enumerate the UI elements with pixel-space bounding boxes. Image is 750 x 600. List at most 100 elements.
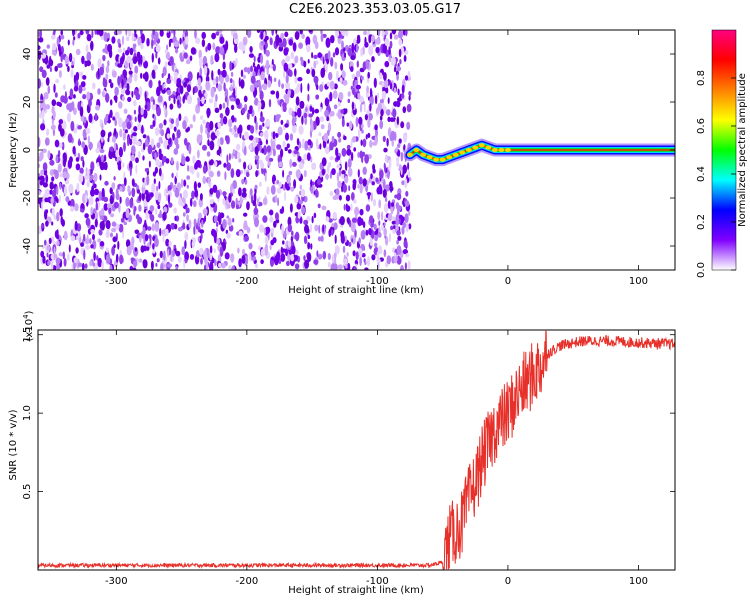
noise-speck bbox=[178, 196, 182, 206]
noise-speck bbox=[327, 50, 331, 61]
noise-speck bbox=[228, 193, 232, 203]
noise-speck bbox=[342, 245, 346, 254]
noise-speck bbox=[275, 30, 278, 35]
noise-speck bbox=[374, 242, 378, 248]
noise-speck bbox=[260, 259, 264, 265]
noise-speck bbox=[377, 211, 381, 221]
noise-speck bbox=[114, 119, 117, 127]
noise-speck bbox=[191, 240, 196, 248]
noise-speck bbox=[197, 212, 203, 219]
noise-speck bbox=[228, 224, 234, 232]
noise-speck bbox=[283, 94, 287, 100]
noise-speck bbox=[297, 210, 301, 219]
noise-speck bbox=[173, 72, 178, 77]
noise-speck bbox=[341, 174, 345, 179]
noise-speck bbox=[404, 262, 407, 270]
noise-speck bbox=[265, 139, 268, 145]
noise-speck bbox=[151, 38, 154, 50]
noise-speck bbox=[207, 176, 211, 184]
noise-speck bbox=[391, 30, 397, 35]
noise-speck bbox=[153, 178, 156, 185]
noise-speck bbox=[184, 240, 187, 249]
noise-speck bbox=[73, 257, 78, 263]
noise-speck bbox=[186, 165, 190, 172]
noise-speck bbox=[261, 148, 265, 154]
noise-speck bbox=[405, 214, 409, 222]
noise-speck bbox=[371, 181, 375, 186]
noise-speck bbox=[138, 86, 143, 97]
noise-speck bbox=[319, 84, 324, 92]
noise-speck bbox=[149, 205, 155, 212]
noise-speck bbox=[352, 136, 357, 143]
noise-speck bbox=[295, 96, 300, 106]
noise-speck bbox=[356, 43, 359, 53]
noise-speck bbox=[109, 264, 113, 270]
noise-speck bbox=[85, 244, 90, 250]
noise-speck bbox=[376, 251, 380, 261]
noise-speck bbox=[125, 239, 131, 248]
signal-track-band bbox=[409, 144, 675, 161]
noise-speck bbox=[341, 30, 346, 36]
noise-speck bbox=[220, 117, 224, 127]
noise-speck bbox=[121, 95, 125, 102]
noise-speck bbox=[225, 200, 228, 206]
noise-speck bbox=[307, 242, 311, 250]
noise-speck bbox=[210, 55, 214, 65]
noise-speck bbox=[353, 147, 357, 152]
noise-speck bbox=[222, 116, 228, 125]
noise-speck bbox=[370, 173, 373, 180]
noise-speck bbox=[402, 249, 408, 255]
noise-speck bbox=[139, 234, 142, 243]
noise-speck bbox=[285, 248, 288, 257]
noise-speck bbox=[252, 62, 256, 68]
noise-speck bbox=[205, 80, 210, 91]
noise-speck bbox=[184, 251, 190, 262]
noise-speck bbox=[347, 98, 351, 103]
noise-speck bbox=[314, 224, 319, 232]
noise-speck bbox=[107, 60, 110, 67]
noise-speck bbox=[280, 148, 284, 158]
noise-speck bbox=[138, 258, 143, 263]
noise-speck bbox=[400, 264, 404, 270]
noise-speck bbox=[324, 60, 327, 71]
noise-speck bbox=[383, 79, 389, 88]
noise-speck bbox=[84, 213, 89, 219]
noise-speck bbox=[217, 83, 223, 92]
noise-speck bbox=[278, 79, 281, 88]
noise-speck bbox=[54, 139, 60, 148]
noise-speck bbox=[256, 198, 260, 205]
noise-speck bbox=[294, 263, 300, 270]
noise-speck bbox=[67, 159, 73, 169]
noise-speck bbox=[282, 140, 286, 148]
noise-speck bbox=[298, 162, 304, 170]
noise-speck bbox=[344, 175, 349, 184]
noise-speck bbox=[74, 203, 79, 212]
noise-speck bbox=[183, 179, 187, 187]
noise-speck bbox=[219, 137, 224, 146]
noise-speck bbox=[136, 189, 140, 194]
noise-speck bbox=[368, 113, 373, 121]
noise-speck bbox=[131, 135, 137, 145]
noise-speck bbox=[57, 163, 62, 173]
noise-speck bbox=[116, 30, 122, 35]
noise-speck bbox=[242, 36, 248, 46]
noise-speck bbox=[90, 206, 93, 216]
noise-speck bbox=[105, 92, 110, 103]
noise-speck bbox=[163, 104, 166, 115]
noise-speck bbox=[104, 43, 109, 55]
noise-speck bbox=[56, 211, 60, 222]
noise-speck bbox=[327, 252, 331, 261]
noise-speck bbox=[118, 223, 124, 233]
noise-speck bbox=[179, 85, 184, 95]
noise-speck bbox=[104, 180, 109, 186]
noise-speck bbox=[281, 206, 285, 213]
noise-speck bbox=[53, 215, 57, 220]
noise-speck bbox=[321, 157, 327, 167]
noise-speck bbox=[126, 55, 132, 64]
noise-speck bbox=[173, 41, 179, 47]
noise-speck bbox=[129, 138, 133, 146]
noise-speck bbox=[254, 97, 259, 106]
noise-speck bbox=[200, 115, 204, 120]
noise-speck bbox=[330, 35, 335, 44]
noise-speck bbox=[264, 41, 268, 49]
